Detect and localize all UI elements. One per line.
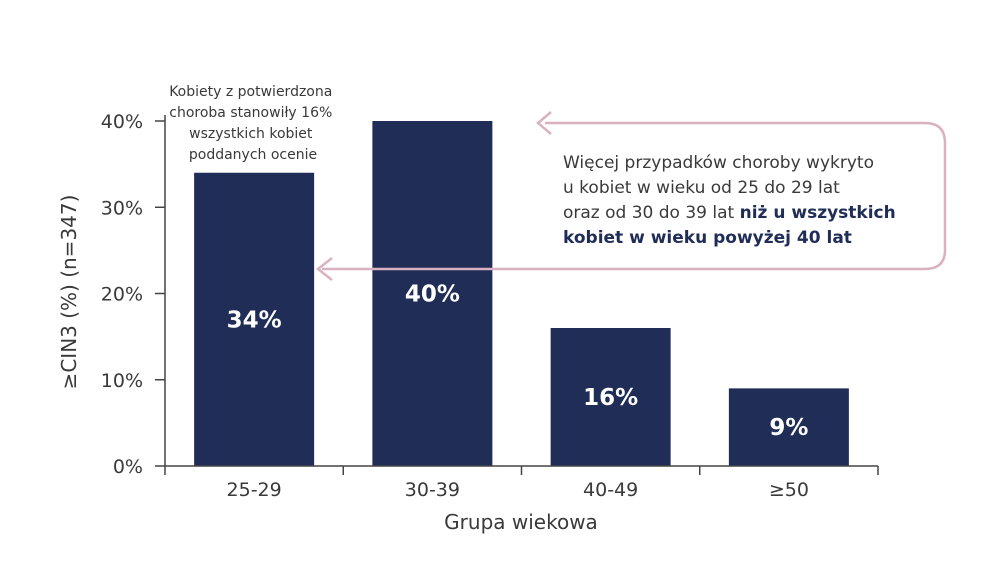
callout-text: Więcej przypadków choroby wykryto u kobi… [563, 153, 901, 248]
y-ticks-layer: 0% 10% 20% 30% 40% [101, 111, 165, 478]
callout-line-3-bold: niż u wszystkich [740, 203, 896, 223]
x-axis-title: Grupa wiekowa [444, 510, 598, 534]
callout-arrow [322, 121, 947, 271]
callout-line-4: kobiet w wieku powyżej 40 lat [563, 228, 852, 248]
callout-line-2: u kobiet w wieku od 25 do 29 lat [563, 178, 840, 198]
y-tick-label-4: 40% [101, 111, 143, 133]
callout-arrowhead-top [536, 111, 552, 135]
bar-value-label-0: 34% [227, 307, 282, 333]
y-tick-label-2: 20% [101, 284, 143, 306]
bar-1 [372, 121, 493, 466]
bar-value-label-1: 40% [405, 282, 460, 308]
bar-value-label-3: 9% [769, 415, 808, 441]
note-line-4: poddanych ocenie [189, 147, 317, 163]
x-tick-label-3: ≥50 [769, 479, 809, 501]
callout-line-3: oraz od 30 do 39 lat niż u wszystkich [563, 203, 896, 223]
y-axis-title: ≥CIN3 (%) (n=347) [57, 195, 81, 390]
note-line-2: choroba stanowiły 16% [169, 105, 332, 121]
bar-2 [550, 328, 671, 466]
bar-value-label-2: 16% [583, 385, 638, 411]
y-tick-label-0: 0% [113, 456, 143, 478]
bar-0 [194, 172, 315, 466]
x-ticks-layer: 25-29 30-39 40-49 ≥50 [164, 466, 879, 501]
y-tick-label-3: 30% [101, 197, 143, 219]
note-line-1: Kobiety z potwierdzona [169, 84, 332, 100]
y-tick-label-1: 10% [101, 370, 143, 392]
callout-line-1: Więcej przypadków choroby wykryto [563, 153, 874, 173]
bars-layer [194, 121, 849, 466]
x-tick-label-0: 25-29 [227, 479, 282, 501]
callout-arrowhead-bottom [315, 257, 333, 281]
bar-labels-layer: 34% 40% 16% 9% [227, 282, 809, 442]
x-tick-label-2: 40-49 [583, 479, 638, 501]
note-annotation: Kobiety z potwierdzona choroba stanowiły… [169, 84, 337, 163]
callout-line-3-normal: oraz od 30 do 39 lat [563, 203, 740, 223]
note-line-3: wszystkich kobiet [189, 126, 313, 142]
x-tick-label-1: 30-39 [405, 479, 460, 501]
bar-3 [728, 388, 849, 466]
